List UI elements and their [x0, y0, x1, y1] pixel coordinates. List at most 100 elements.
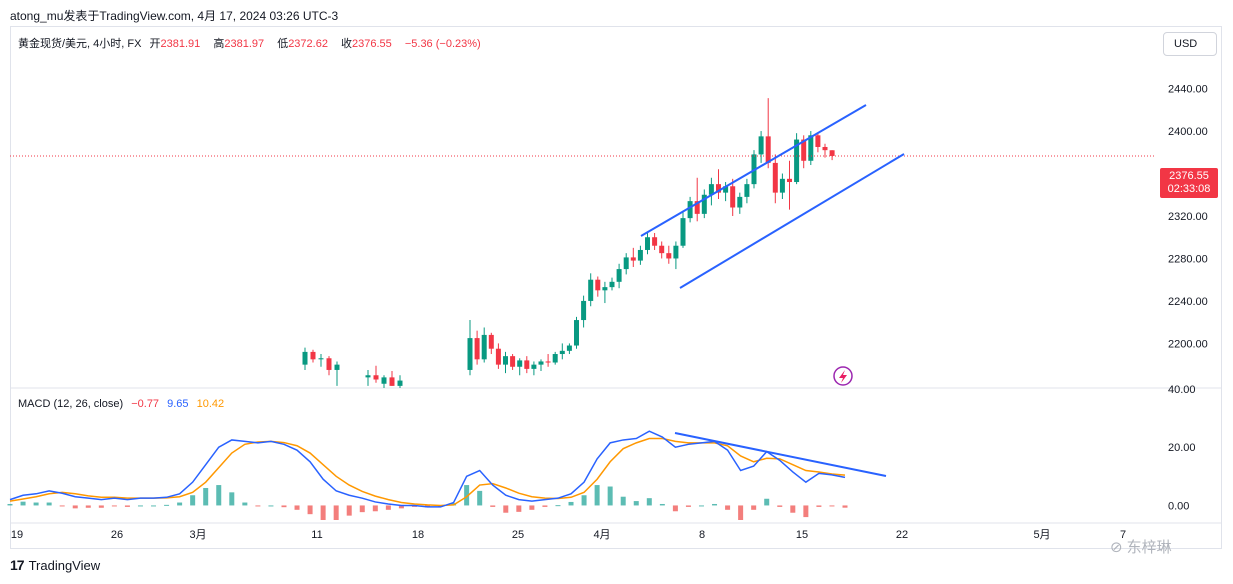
candle-body — [801, 139, 807, 161]
close-label: 收 — [341, 38, 353, 50]
macd-histogram-bar — [111, 505, 117, 507]
macd-histogram-bar — [646, 498, 652, 506]
candle-body — [744, 184, 750, 197]
macd-axis-tick-label: 0.00 — [1168, 500, 1189, 512]
macd-histogram-bar — [242, 502, 248, 506]
candle-body — [794, 139, 800, 183]
time-axis-tick-label: 5月 — [1033, 529, 1050, 541]
candle-body — [829, 150, 835, 156]
price-axis-tick-label: 2200.00 — [1168, 338, 1208, 350]
macd-axis-tick-label: 40.00 — [1168, 384, 1196, 396]
chart-frame — [10, 26, 1222, 549]
macd-histogram-bar — [85, 505, 91, 508]
low-value-group: 低2372.62 — [277, 38, 333, 50]
candle-body — [495, 348, 501, 365]
bar-countdown: 02:33:08 — [1167, 183, 1211, 195]
candle-body — [365, 375, 371, 378]
time-axis-tick-label: 19 — [11, 529, 23, 541]
macd-title: MACD (12, 26, close) — [18, 398, 124, 410]
macd-histogram-bar — [20, 501, 26, 506]
last-price-value: 2376.55 — [1169, 170, 1209, 182]
macd-histogram-bar — [320, 505, 326, 520]
open-label: 开 — [149, 38, 161, 50]
macd-histogram-bar — [398, 505, 404, 509]
candle-body — [637, 249, 643, 261]
macd-histogram-value: −0.77 — [131, 398, 160, 410]
candle-body — [616, 269, 622, 282]
candle-body — [389, 377, 395, 386]
candle-body — [659, 245, 665, 254]
macd-histogram-bar — [698, 505, 704, 507]
candle-body — [708, 184, 714, 195]
low-label: 低 — [277, 38, 289, 50]
price-legend: 黄金现货/美元, 4小时, FX 开2381.91 高2381.97 低2372… — [18, 35, 486, 51]
candle-body — [524, 360, 530, 369]
candle-body — [334, 364, 340, 370]
macd-histogram-bar — [581, 495, 587, 506]
candle-body — [545, 361, 551, 363]
candle-body — [318, 358, 324, 360]
candle-body — [779, 178, 785, 193]
macd-histogram-bar — [738, 505, 744, 520]
tradingview-logo[interactable]: 17 TradingView — [10, 557, 100, 573]
candle-body — [680, 218, 686, 246]
candle-body — [531, 364, 537, 369]
symbol-label: 黄金现货/美元, 4小时, FX — [18, 38, 142, 50]
candle-body — [730, 186, 736, 208]
candle-body — [609, 281, 615, 288]
candle-body — [694, 201, 700, 214]
high-value-group: 高2381.97 — [213, 38, 269, 50]
time-axis-tick-label: 11 — [311, 529, 322, 541]
macd-histogram-bar — [7, 503, 13, 506]
price-axis-tick-label: 2440.00 — [1168, 84, 1208, 96]
candle-body — [581, 300, 587, 321]
macd-axis-tick-label: 20.00 — [1168, 442, 1196, 454]
macd-histogram-bar — [725, 505, 731, 510]
macd-histogram-bar — [72, 505, 78, 509]
channel-trendline — [679, 153, 905, 289]
candle-body — [510, 356, 516, 367]
macd-histogram-bar — [516, 505, 522, 512]
price-axis-tick-label: 2320.00 — [1168, 211, 1208, 223]
candle-body — [595, 279, 601, 291]
macd-histogram-bar — [620, 496, 626, 506]
tradingview-logo-icon: 17 — [10, 557, 25, 573]
time-axis-tick-label: 4月 — [593, 529, 610, 541]
price-axis-tick-label: 2280.00 — [1168, 253, 1208, 265]
candle-body — [481, 334, 487, 360]
top-header: atong_mu发表于TradingView.com, 4月 17, 2024 … — [0, 0, 1233, 26]
publisher-info: atong_mu发表于TradingView.com, 4月 17, 2024 … — [10, 9, 339, 23]
time-axis-tick-label: 22 — [896, 529, 908, 541]
macd-histogram-bar — [685, 505, 691, 507]
candle-body — [397, 380, 403, 386]
candle-body — [687, 201, 693, 219]
candle-body — [723, 186, 729, 193]
macd-histogram-bar — [203, 487, 209, 506]
macd-histogram-bar — [385, 505, 391, 510]
time-axis-tick-label: 15 — [796, 529, 808, 541]
macd-histogram-bar — [816, 505, 822, 507]
last-price-tag: 2376.55 02:33:08 — [1160, 168, 1218, 198]
candle-body — [559, 350, 565, 355]
price-axis-tick-label: 2400.00 — [1168, 126, 1208, 138]
candle-body — [488, 334, 494, 349]
macd-histogram-bar — [464, 485, 470, 506]
candle-body — [815, 135, 821, 147]
channel-trendline — [640, 104, 867, 237]
macd-histogram-bar — [764, 498, 770, 506]
macd-histogram-bar — [542, 505, 548, 507]
candle-body — [373, 375, 379, 380]
price-axis-tick-label: 2240.00 — [1168, 296, 1208, 308]
candle-body — [645, 237, 650, 250]
macd-histogram-bar — [137, 505, 143, 507]
macd-histogram-bar — [633, 501, 639, 506]
candle-body — [588, 279, 594, 301]
macd-histogram-bar — [529, 505, 535, 510]
macd-histogram-bar — [503, 505, 509, 513]
low-value: 2372.62 — [288, 38, 328, 50]
candles-group — [302, 98, 835, 388]
candle-body — [822, 146, 828, 151]
currency-button[interactable]: USD — [1163, 32, 1217, 56]
close-value-group: 收2376.55 — [341, 38, 397, 50]
